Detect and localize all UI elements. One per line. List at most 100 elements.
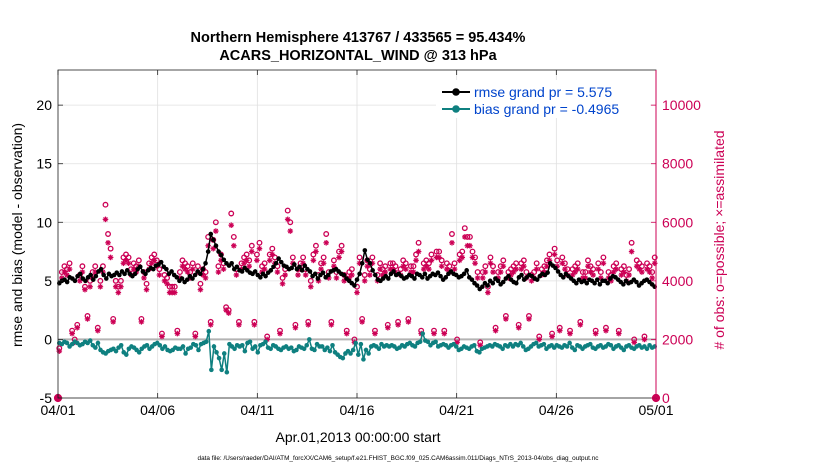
- bias-series-point: [348, 351, 353, 356]
- rmse-series-point: [490, 280, 496, 286]
- bias-series-point: [144, 342, 150, 348]
- x-axis-label: Apr.01,2013 00:00:00 start: [275, 429, 440, 445]
- obs-possible-marker: [269, 245, 276, 252]
- obs-possible-marker: [102, 201, 109, 208]
- obs-assimilated-stroke: [336, 255, 342, 260]
- obs-assimilated-stroke: [213, 228, 219, 234]
- obs-assimilated-marker: [84, 316, 91, 322]
- obs-possible-marker: [256, 239, 263, 246]
- obs-assimilated-marker: [336, 254, 342, 261]
- legend-rmse-label: rmse grand pr = 5.575: [474, 84, 612, 100]
- obs-assimilated-stroke: [595, 266, 601, 272]
- obs-assimilated-marker: [621, 269, 627, 275]
- rmse-series-point: [208, 231, 214, 237]
- obs-assimilated-marker: [354, 289, 360, 296]
- x-tick-label: 04/16: [339, 402, 374, 418]
- bias-series-point: [188, 345, 194, 350]
- obs-assimilated-stroke: [400, 263, 406, 269]
- legend-background: [436, 80, 650, 118]
- obs-possible-marker: [382, 263, 389, 270]
- obs-assimilated-marker: [500, 263, 507, 270]
- obs-possible-marker: [585, 257, 591, 264]
- rmse-series-point: [506, 273, 511, 279]
- obs-assimilated-stroke: [118, 284, 124, 290]
- obs-possible-marker: [651, 254, 658, 261]
- obs-assimilated-stroke: [216, 269, 221, 275]
- obs-assimilated-marker: [426, 266, 432, 272]
- obs-possible-marker: [248, 242, 255, 249]
- obs-assimilated-marker: [66, 266, 73, 272]
- obs-assimilated-marker: [646, 269, 653, 275]
- rmse-series-point: [341, 272, 347, 278]
- bias-series-point: [340, 355, 346, 361]
- obs-possible-marker: [415, 239, 422, 246]
- obs-assimilated-stroke: [159, 334, 165, 339]
- rmse-series-point: [443, 275, 449, 280]
- obs-assimilated-marker: [587, 269, 594, 275]
- bias-series-point: [621, 347, 627, 353]
- obs-assimilated-stroke: [200, 272, 206, 278]
- obs-assimilated-stroke: [367, 272, 373, 278]
- obs-assimilated-stroke: [164, 281, 170, 287]
- rmse-series-point: [93, 273, 99, 279]
- obs-possible-marker: [377, 260, 384, 267]
- obs-count-markers: [53, 201, 661, 403]
- obs-assimilated-stroke: [488, 260, 493, 266]
- obs-assimilated-marker: [246, 263, 253, 270]
- obs-possible-marker: [97, 277, 104, 284]
- rmse-series-point: [302, 263, 308, 268]
- rmse-series-point: [495, 278, 501, 284]
- obs-assimilated-stroke: [105, 240, 111, 246]
- obs-assimilated-marker: [574, 266, 581, 272]
- obs-assimilated-marker: [269, 251, 276, 258]
- bias-series-point: [572, 347, 578, 353]
- obs-assimilated-marker: [87, 283, 93, 290]
- bias-series-point: [255, 350, 261, 355]
- rmse-series-point: [359, 260, 365, 266]
- obs-assimilated-marker: [261, 266, 268, 272]
- rmse-series-point: [218, 252, 224, 258]
- bias-series-point: [301, 346, 307, 352]
- obs-possible-marker: [551, 245, 558, 252]
- obs-assimilated-marker: [384, 324, 391, 331]
- obs-assimilated-stroke: [613, 266, 619, 272]
- obs-assimilated-stroke: [423, 263, 429, 269]
- bias-series-point: [157, 342, 163, 348]
- rmse-series-point: [464, 268, 469, 273]
- rmse-series-point: [101, 272, 106, 278]
- obs-assimilated-stroke: [156, 272, 162, 278]
- obs-possible-marker: [169, 283, 176, 290]
- axes: 04/01 04/06 04/11 04/16 04/21 04/26 05/01 -5 0 5 1…: [36, 70, 701, 418]
- obs-assimilated-stroke: [534, 266, 540, 272]
- obs-assimilated-stroke: [139, 319, 144, 325]
- obs-assimilated-stroke: [262, 266, 267, 272]
- obs-assimilated-stroke: [359, 319, 365, 325]
- rmse-series-point: [362, 248, 368, 253]
- obs-assimilated-marker: [521, 263, 527, 270]
- obs-assimilated-marker: [438, 263, 445, 270]
- bias-series-point: [533, 340, 539, 346]
- obs-assimilated-marker: [487, 260, 494, 267]
- rmse-series-point: [553, 265, 558, 271]
- obs-assimilated-marker: [449, 239, 455, 246]
- obs-assimilated-marker: [428, 257, 435, 264]
- rmse-series-point: [519, 272, 524, 278]
- rmse-series-point: [64, 279, 70, 285]
- obs-assimilated-stroke: [310, 257, 316, 263]
- rmse-series-point: [320, 270, 326, 275]
- obs-assimilated-marker: [295, 272, 301, 278]
- rmse-series-point: [132, 271, 138, 277]
- y-left-tick-label: 5: [44, 273, 52, 289]
- rmse-series-point: [312, 271, 318, 277]
- obs-assimilated-marker: [318, 266, 324, 272]
- rmse-series-point: [151, 266, 156, 272]
- rmse-series-point: [221, 257, 227, 263]
- obs-assimilated-stroke: [308, 284, 314, 290]
- x-tick-label: 04/11: [240, 402, 274, 418]
- rmse-series-point: [143, 271, 148, 277]
- obs-assimilated-stroke: [526, 316, 532, 322]
- bias-series-point: [209, 367, 214, 373]
- obs-assimilated-stroke: [636, 266, 642, 272]
- rmse-series-point: [90, 277, 96, 282]
- obs-assimilated-stroke: [318, 266, 324, 272]
